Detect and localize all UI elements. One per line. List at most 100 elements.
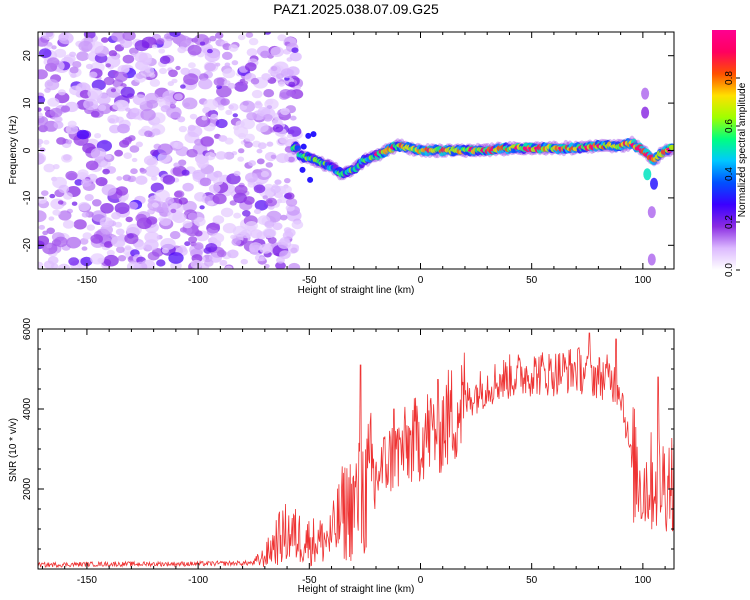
- heatmap-cell: [263, 114, 273, 122]
- heatmap-cell: [151, 44, 158, 49]
- heatmap-cell: [237, 156, 245, 162]
- heatmap-cell: [225, 109, 233, 116]
- heatmap-cell: [253, 208, 262, 215]
- heatmap-cell: [259, 243, 273, 254]
- colorbar-tick-label: 0.2: [724, 215, 735, 229]
- heatmap-cell: [99, 217, 114, 228]
- heatmap-cell: [641, 87, 650, 100]
- heatmap-cell: [156, 96, 164, 103]
- heatmap-cell: [44, 79, 60, 91]
- spectrogram-ylabel: Frequency (Hz): [8, 116, 19, 185]
- heatmap-cell: [71, 201, 78, 206]
- heatmap-cell: [179, 227, 187, 233]
- heatmap-cell: [256, 148, 263, 154]
- heatmap-cell: [231, 238, 242, 246]
- heatmap-cell: [118, 197, 126, 203]
- heatmap-cell: [200, 136, 214, 147]
- heatmap-cell: [88, 71, 98, 79]
- heatmap-cell: [103, 76, 115, 86]
- heatmap-cell: [91, 79, 106, 91]
- heatmap-cell: [159, 55, 171, 65]
- heatmap-cell: [201, 115, 208, 121]
- heatmap-cell: [240, 118, 255, 130]
- heatmap-cell: [124, 245, 132, 251]
- heatmap-cell: [165, 197, 175, 204]
- heatmap-cell: [100, 162, 107, 167]
- heatmap-cell: [187, 44, 202, 56]
- heatmap-cell: [245, 172, 258, 183]
- heatmap-cell: [69, 66, 79, 74]
- heatmap-cell: [135, 213, 147, 223]
- heatmap-cell: [156, 259, 166, 267]
- heatmap-cell: [69, 51, 77, 57]
- heatmap-cell: [124, 136, 133, 143]
- heatmap-cell: [170, 208, 177, 214]
- heatmap-cell: [254, 200, 269, 211]
- heatmap-cell: [198, 78, 213, 90]
- heatmap-cell: [204, 152, 216, 161]
- heatmap-cell: [199, 205, 205, 210]
- heatmap-cell: [38, 152, 47, 164]
- heatmap-cell: [169, 32, 181, 38]
- colorbar-tick-label: 0.8: [724, 71, 735, 85]
- heatmap-cell: [58, 32, 74, 45]
- heatmap-cell: [173, 162, 180, 168]
- heatmap-cell: [116, 176, 123, 181]
- heatmap-cell: [205, 243, 218, 253]
- heatmap-cell: [203, 99, 219, 111]
- y-tick-label: 6000: [22, 317, 33, 340]
- heatmap-cell: [275, 214, 281, 219]
- heatmap-cell: [182, 182, 194, 192]
- heatmap-cell: [227, 249, 239, 259]
- heatmap-cell: [647, 206, 656, 219]
- heatmap-cell: [38, 107, 42, 112]
- heatmap-cell: [174, 93, 183, 101]
- heatmap-cell: [72, 61, 82, 68]
- heatmap-cell: [231, 60, 239, 66]
- heatmap-cell: [238, 132, 246, 140]
- heatmap-cell: [38, 115, 49, 126]
- heatmap-cell: [121, 65, 130, 73]
- heatmap-cell: [178, 197, 188, 205]
- heatmap-cell: [146, 99, 159, 109]
- heatmap-cell: [194, 192, 207, 202]
- heatmap-cell: [175, 65, 181, 71]
- heatmap-cell: [288, 81, 296, 87]
- heatmap-cell: [173, 191, 183, 198]
- heatmap-cell: [123, 152, 132, 159]
- heatmap-cell: [126, 223, 142, 236]
- heatmap-cell: [248, 160, 256, 167]
- heatmap-cell: [233, 125, 240, 131]
- heatmap-cell: [287, 156, 295, 163]
- heatmap-cell: [239, 104, 247, 111]
- y-tick-label: -10: [22, 190, 33, 205]
- x-tick-label: -50: [302, 275, 317, 286]
- heatmap-cell: [90, 110, 100, 118]
- heatmap-cell: [162, 90, 178, 103]
- heatmap-cell: [270, 46, 285, 57]
- heatmap-cell: [212, 215, 225, 225]
- heatmap-cell: [49, 193, 56, 199]
- heatmap-cell: [116, 246, 125, 254]
- heatmap-cell: [280, 68, 294, 79]
- heatmap-cell: [106, 249, 115, 256]
- heatmap-cell: [265, 162, 273, 168]
- heatmap-cell: [114, 71, 128, 82]
- heatmap-cell: [149, 78, 161, 87]
- heatmap-cell: [51, 45, 57, 50]
- heatmap-cell: [157, 143, 173, 156]
- heatmap-cell: [110, 88, 116, 93]
- heatmap-cell: [124, 233, 139, 245]
- heatmap-cell: [70, 73, 77, 79]
- heatmap-cell: [271, 66, 278, 72]
- heatmap-cell: [60, 105, 71, 113]
- heatmap-cell: [151, 175, 158, 181]
- heatmap-cell: [58, 210, 72, 221]
- heatmap-cell: [245, 62, 257, 72]
- heatmap-cell: [101, 184, 117, 196]
- heatmap-cell: [168, 252, 184, 264]
- heatmap-cell: [92, 199, 102, 207]
- heatmap-cell: [87, 87, 103, 100]
- heatmap-cell: [213, 177, 224, 186]
- heatmap-cell: [190, 259, 202, 269]
